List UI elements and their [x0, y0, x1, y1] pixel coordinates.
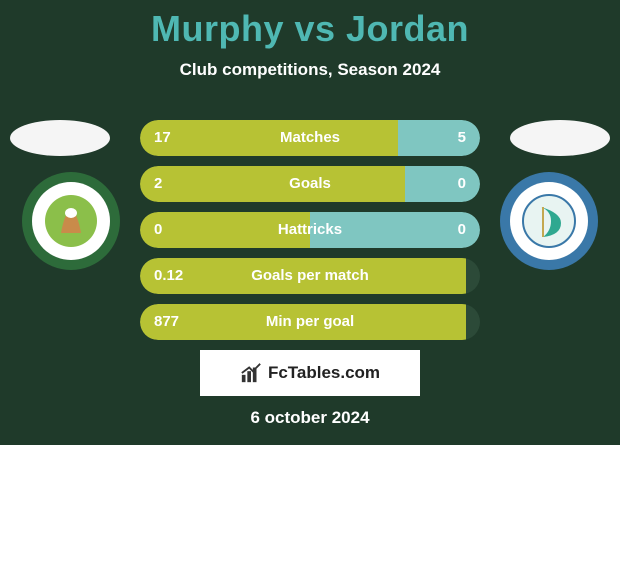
stat-row: 175Matches [140, 120, 480, 156]
stat-label: Hattricks [140, 212, 480, 248]
club-crest-right-icon [521, 193, 577, 249]
stat-row: 0.12Goals per match [140, 258, 480, 294]
comparison-card: Murphy vs Jordan Club competitions, Seas… [0, 0, 620, 445]
branding-label: FcTables.com [268, 363, 380, 383]
stat-row: 877Min per goal [140, 304, 480, 340]
stat-rows: 175Matches 20Goals 00Hattricks 0.12Goals pe… [140, 120, 480, 350]
page-title: Murphy vs Jordan [0, 0, 620, 50]
player-left-photo [10, 120, 110, 156]
stat-row: 20Goals [140, 166, 480, 202]
stat-row: 00Hattricks [140, 212, 480, 248]
branding-banner[interactable]: FcTables.com [200, 350, 420, 396]
stat-label: Matches [140, 120, 480, 156]
stat-label: Goals per match [140, 258, 480, 294]
stat-label: Min per goal [140, 304, 480, 340]
subtitle: Club competitions, Season 2024 [0, 60, 620, 80]
club-badge-right [500, 172, 598, 270]
club-crest-left-icon [43, 193, 99, 249]
date-text: 6 october 2024 [0, 408, 620, 428]
stat-label: Goals [140, 166, 480, 202]
player-right-photo [510, 120, 610, 156]
club-badge-left [22, 172, 120, 270]
chart-icon [240, 362, 262, 384]
